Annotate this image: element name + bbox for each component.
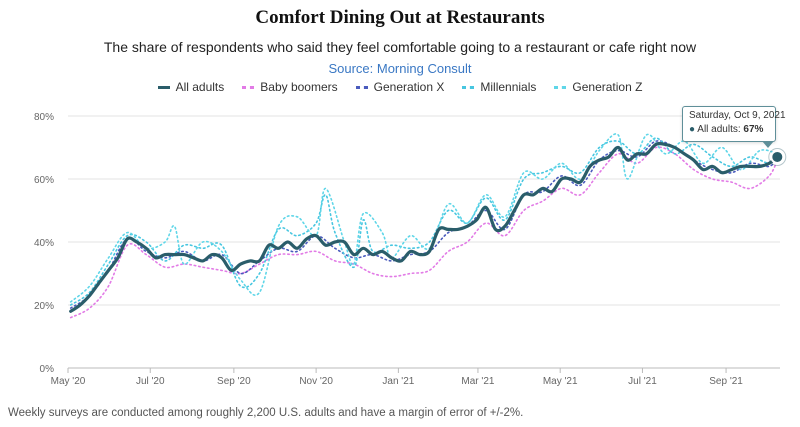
y-tick-label: 40% bbox=[34, 238, 54, 249]
legend-swatch bbox=[462, 85, 475, 89]
tooltip-pointer bbox=[762, 141, 774, 148]
y-tick-label: 80% bbox=[34, 112, 54, 123]
legend-swatch bbox=[554, 85, 567, 89]
chart-footnote: Weekly surveys are conducted among rough… bbox=[8, 407, 524, 419]
x-tick-label: Jul '20 bbox=[136, 376, 165, 387]
x-tick-label: May '21 bbox=[543, 376, 578, 387]
tooltip-label: All adults: bbox=[697, 124, 741, 135]
hover-point-halo bbox=[768, 147, 787, 166]
chart-title: Comfort Dining Out at Restaurants bbox=[255, 7, 545, 28]
legend-label: Baby boomers bbox=[260, 80, 338, 94]
legend-swatch bbox=[242, 85, 255, 89]
legend-item-generation-x[interactable]: Generation X bbox=[355, 80, 445, 94]
chart-tooltip: Saturday, Oct 9, 2021 ● All adults: 67% bbox=[682, 106, 786, 142]
legend-label: Generation Z bbox=[572, 80, 643, 94]
tooltip-date: Saturday, Oct 9, 2021 bbox=[689, 110, 786, 121]
series-line-all-adults bbox=[69, 141, 779, 313]
x-tick-label: Nov '20 bbox=[299, 376, 333, 387]
hover-point-marker bbox=[770, 149, 785, 164]
x-tick-label: Sep '21 bbox=[709, 376, 743, 387]
y-tick-label: 20% bbox=[34, 301, 54, 312]
chart-legend: All adults Baby boomers Generation X Mil… bbox=[0, 80, 800, 94]
legend-item-millennials[interactable]: Millennials bbox=[462, 80, 536, 94]
series-line-generation-z bbox=[69, 133, 779, 303]
legend-swatch bbox=[355, 85, 368, 89]
tooltip-value: 67% bbox=[743, 124, 764, 135]
x-tick-label: Sep '20 bbox=[217, 376, 251, 387]
legend-label: All adults bbox=[175, 80, 225, 94]
series-line-generation-x bbox=[69, 140, 779, 309]
chart-subtitle: The share of respondents who said they f… bbox=[103, 39, 697, 55]
y-tick-label: 0% bbox=[40, 364, 55, 375]
legend-swatch bbox=[157, 85, 170, 89]
x-tick-label: Mar '21 bbox=[461, 376, 494, 387]
tooltip-line: ● All adults: 67% bbox=[689, 124, 769, 135]
tooltip-series-dot-icon: ● bbox=[689, 124, 696, 135]
x-tick-label: Jul '21 bbox=[628, 376, 657, 387]
legend-item-all-adults[interactable]: All adults bbox=[157, 80, 225, 94]
chart-source: Source: Morning Consult bbox=[328, 61, 472, 76]
legend-label: Millennials bbox=[480, 80, 537, 94]
y-tick-label: 60% bbox=[34, 175, 54, 186]
x-tick-label: May '20 bbox=[51, 376, 86, 387]
legend-item-generation-z[interactable]: Generation Z bbox=[554, 80, 642, 94]
series-line-millennials bbox=[69, 137, 779, 306]
legend-item-baby-boomers[interactable]: Baby boomers bbox=[242, 80, 338, 94]
x-tick-label: Jan '21 bbox=[382, 376, 414, 387]
legend-label: Generation X bbox=[373, 80, 445, 94]
